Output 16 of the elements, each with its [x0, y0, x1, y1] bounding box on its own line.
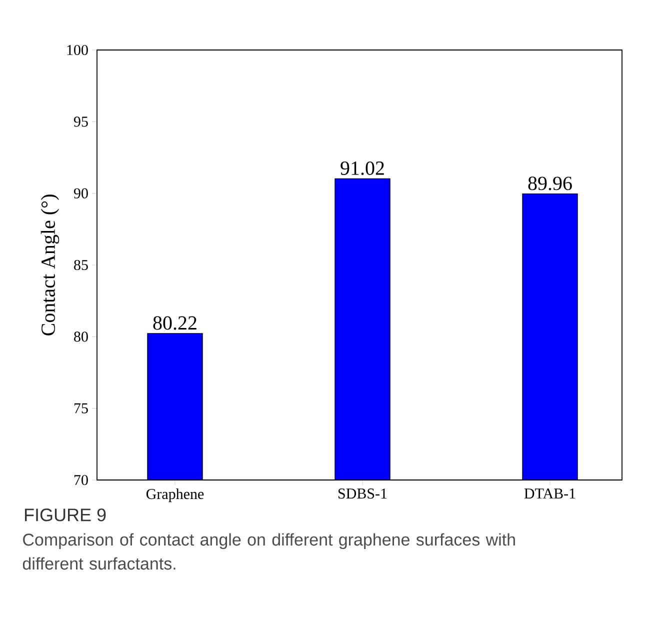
- x-tick-label: DTAB-1: [524, 488, 576, 498]
- y-tick-label: 85: [74, 260, 88, 270]
- x-tick-label: SDBS-1: [338, 488, 387, 499]
- y-tick-label: 100: [67, 44, 88, 56]
- data-label: 89.96: [528, 176, 572, 190]
- data-label: 80.22: [153, 316, 196, 330]
- y-tick-label: 95: [74, 116, 88, 127]
- y-axis-title: Contact Angle (°): [40, 194, 60, 336]
- caption: FIGURE 9: [25, 508, 106, 522]
- y-tick-label: 75: [74, 403, 88, 414]
- data-label: 91.02: [340, 161, 384, 176]
- y-tick-label: 70: [74, 474, 88, 486]
- text: Comparison of contact angle on different graphene surfaces with different surfactants.: [22, 533, 515, 570]
- y-tick-label: 80: [74, 332, 88, 342]
- y-tick-label: 90: [74, 188, 88, 198]
- x-tick-label: Graphene: [146, 488, 204, 502]
